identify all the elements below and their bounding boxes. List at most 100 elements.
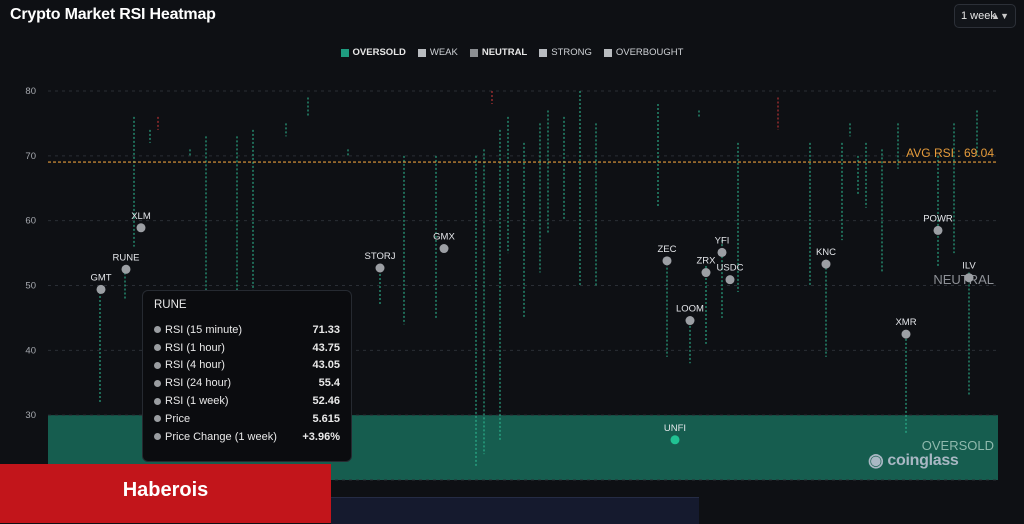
tooltip-row-label: Price Change (1 week) xyxy=(154,431,277,443)
tooltip-row: Price Change (1 week) +3.96% xyxy=(154,428,340,446)
point-label-knc: KNC xyxy=(816,247,836,258)
legend-label: NEUTRAL xyxy=(481,47,528,58)
point-storj xyxy=(375,263,385,273)
page-title: Crypto Market RSI Heatmap xyxy=(10,6,216,23)
overlay-banner: Haberois xyxy=(0,464,331,523)
legend-label: OVERSOLD xyxy=(352,47,406,58)
neutral-zone-label: NEUTRAL xyxy=(933,272,994,287)
point-xlm xyxy=(136,223,146,233)
tooltip-row: Price 5.615 xyxy=(154,410,340,428)
tooltip-row-label: RSI (1 hour) xyxy=(154,342,225,354)
point-label-zec: ZEC xyxy=(658,244,677,255)
bullet-icon xyxy=(154,415,161,423)
point-powr xyxy=(933,225,943,235)
point-label-gmt: GMT xyxy=(90,272,111,283)
y-tick-label: 50 xyxy=(25,281,36,292)
legend-item-neutral[interactable]: NEUTRAL xyxy=(469,47,528,58)
y-tick-label: 80 xyxy=(25,86,36,97)
point-gmt xyxy=(96,284,106,294)
bullet-icon xyxy=(154,379,161,387)
tooltip-row: RSI (15 minute) 71.33 xyxy=(154,321,340,339)
legend-item-weak[interactable]: WEAK xyxy=(417,47,458,58)
bullet-icon xyxy=(154,344,161,352)
tooltip-label-text: RSI (1 hour) xyxy=(165,341,225,354)
tooltip-row-label: Price xyxy=(154,413,190,425)
y-tick-label: 30 xyxy=(25,410,36,421)
point-label-rune: RUNE xyxy=(113,252,140,263)
point-label-xlm: XLM xyxy=(131,211,151,222)
tooltip-row: RSI (24 hour) 55.4 xyxy=(154,374,340,392)
point-label-storj: STORJ xyxy=(365,251,396,262)
avg-rsi-label: AVG RSI : 69.04 xyxy=(906,146,994,160)
select-arrows-icon: ▲▼ xyxy=(991,11,1009,21)
legend-swatch xyxy=(603,48,612,57)
point-ilv xyxy=(964,273,974,283)
tooltip-label-text: Price Change (1 week) xyxy=(165,430,277,443)
tooltip-label-text: Price xyxy=(165,412,191,425)
point-label-zrx: ZRX xyxy=(697,256,717,267)
point-label-ilv: ILV xyxy=(962,261,976,272)
legend-swatch xyxy=(340,48,349,57)
point-usdc xyxy=(725,275,735,285)
tooltip-row-label: RSI (15 minute) xyxy=(154,324,242,336)
point-zrx xyxy=(701,268,711,278)
tooltip-label-text: RSI (24 hour) xyxy=(165,377,232,390)
tooltip-title: RUNE xyxy=(154,299,187,311)
point-zec xyxy=(662,256,672,266)
point-label-unfi: UNFI xyxy=(664,423,686,434)
point-label-xmr: XMR xyxy=(895,317,916,328)
legend-swatch xyxy=(469,48,478,57)
point-unfi xyxy=(670,435,680,445)
tooltip-row-value: 52.46 xyxy=(312,395,340,408)
oversold-zone-label: OVERSOLD xyxy=(922,438,994,453)
point-label-powr: POWR xyxy=(923,213,953,224)
tooltip-label-text: RSI (1 week) xyxy=(165,395,229,408)
coinglass-watermark: ◉ coinglass xyxy=(868,450,959,471)
tooltip-label-text: RSI (15 minute) xyxy=(165,323,243,336)
watermark-text: coinglass xyxy=(887,451,959,469)
point-loom xyxy=(685,316,695,326)
legend-label: STRONG xyxy=(551,47,592,58)
chart-legend: OVERSOLD WEAK NEUTRAL STRONG OVERBOUGHT xyxy=(0,47,1024,58)
tooltip-row-label: RSI (24 hour) xyxy=(154,377,231,389)
bullet-icon xyxy=(154,326,161,334)
point-knc xyxy=(821,259,831,269)
tooltip-row: RSI (4 hour) 43.05 xyxy=(154,357,340,375)
legend-swatch xyxy=(539,48,548,57)
point-xmr xyxy=(901,329,911,339)
point-yfi xyxy=(717,247,727,257)
tooltip-row: RSI (1 hour) 43.75 xyxy=(154,339,340,357)
period-select[interactable]: 1 week ▲▼ xyxy=(954,4,1016,28)
legend-item-oversold[interactable]: OVERSOLD xyxy=(340,47,406,58)
legend-swatch xyxy=(417,48,426,57)
y-tick-label: 40 xyxy=(25,345,36,356)
point-label-yfi: YFI xyxy=(715,235,730,246)
tooltip-row-value: 43.75 xyxy=(312,341,340,354)
point-gmx xyxy=(439,244,449,254)
tooltip-row-value: 5.615 xyxy=(312,412,340,425)
tooltip-row-value: 71.33 xyxy=(312,323,340,336)
point-label-usdc: USDC xyxy=(717,263,744,274)
legend-item-overbought[interactable]: OVERBOUGHT xyxy=(603,47,684,58)
legend-label: OVERBOUGHT xyxy=(615,47,684,58)
point-label-gmx: GMX xyxy=(433,232,455,243)
bullet-icon xyxy=(154,433,161,441)
rune-tooltip: RUNE RSI (15 minute) 71.33 RSI (1 hour) 43.… xyxy=(142,290,352,462)
bullet-icon xyxy=(154,397,161,405)
tooltip-label-text: RSI (4 hour) xyxy=(165,359,225,372)
tooltip-row-label: RSI (4 hour) xyxy=(154,359,225,371)
coinglass-logo-icon: ◉ xyxy=(868,450,884,470)
point-label-loom: LOOM xyxy=(676,304,704,315)
y-tick-label: 70 xyxy=(25,151,36,162)
legend-label: WEAK xyxy=(429,47,458,58)
point-rune xyxy=(121,264,131,274)
legend-item-strong[interactable]: STRONG xyxy=(539,47,592,58)
tooltip-row-value: 43.05 xyxy=(312,359,340,372)
period-select-value: 1 week xyxy=(961,10,996,22)
bottom-scroll-strip[interactable] xyxy=(331,497,699,524)
tooltip-row-label: RSI (1 week) xyxy=(154,395,229,407)
y-tick-label: 60 xyxy=(25,216,36,227)
bullet-icon xyxy=(154,361,161,369)
tooltip-row: RSI (1 week) 52.46 xyxy=(154,392,340,410)
tooltip-row-value: 55.4 xyxy=(318,377,340,390)
